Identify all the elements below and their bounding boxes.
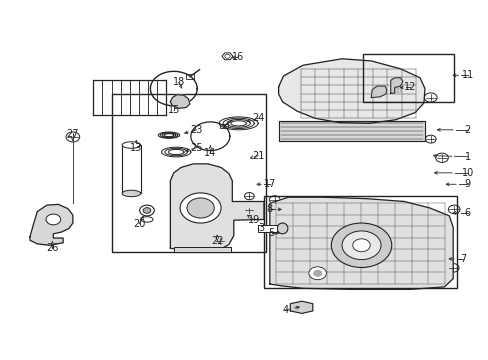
Text: 8: 8 <box>266 204 272 215</box>
Circle shape <box>313 270 321 276</box>
Polygon shape <box>222 53 232 60</box>
Bar <box>122 145 141 193</box>
Text: 1: 1 <box>464 152 470 162</box>
Text: 16: 16 <box>232 52 244 62</box>
Bar <box>186 74 194 78</box>
Text: 15: 15 <box>167 105 180 115</box>
Circle shape <box>143 208 151 213</box>
Text: 2: 2 <box>464 125 470 135</box>
Text: 17: 17 <box>263 179 276 189</box>
Circle shape <box>140 205 154 216</box>
Text: 26: 26 <box>46 243 59 253</box>
Bar <box>258 225 276 232</box>
Polygon shape <box>269 197 452 289</box>
Polygon shape <box>30 204 73 245</box>
Polygon shape <box>278 121 424 140</box>
Bar <box>362 54 453 102</box>
Polygon shape <box>170 164 264 252</box>
Text: 10: 10 <box>461 168 473 178</box>
Circle shape <box>46 214 61 225</box>
Text: 6: 6 <box>464 208 470 218</box>
Polygon shape <box>390 78 402 93</box>
Text: 21: 21 <box>251 150 264 161</box>
Circle shape <box>186 198 214 218</box>
Text: 23: 23 <box>190 125 203 135</box>
Text: 3: 3 <box>258 224 264 233</box>
Text: 22: 22 <box>210 236 223 246</box>
Text: 11: 11 <box>461 70 473 80</box>
Ellipse shape <box>122 190 141 197</box>
Bar <box>112 94 266 252</box>
Text: 14: 14 <box>204 148 216 158</box>
Polygon shape <box>170 95 189 108</box>
Circle shape <box>330 223 391 267</box>
Text: 25: 25 <box>190 143 203 153</box>
Text: 19: 19 <box>247 215 260 225</box>
Circle shape <box>352 239 369 252</box>
Text: 18: 18 <box>172 77 184 87</box>
Text: 5: 5 <box>268 228 274 238</box>
Text: 24: 24 <box>251 113 264 123</box>
Text: 20: 20 <box>133 219 145 229</box>
Circle shape <box>341 231 380 260</box>
Text: 7: 7 <box>459 254 465 264</box>
Ellipse shape <box>122 142 141 148</box>
Polygon shape <box>370 86 386 98</box>
Circle shape <box>180 193 221 223</box>
Polygon shape <box>290 301 312 314</box>
Bar <box>220 124 227 128</box>
Polygon shape <box>278 59 424 123</box>
Text: 12: 12 <box>403 82 416 93</box>
Text: 27: 27 <box>66 129 79 139</box>
Ellipse shape <box>277 223 287 234</box>
Text: 9: 9 <box>464 179 470 189</box>
Bar <box>173 247 231 252</box>
Text: 4: 4 <box>282 305 288 315</box>
Bar <box>264 196 456 288</box>
Text: 13: 13 <box>130 143 142 153</box>
Circle shape <box>308 267 326 280</box>
